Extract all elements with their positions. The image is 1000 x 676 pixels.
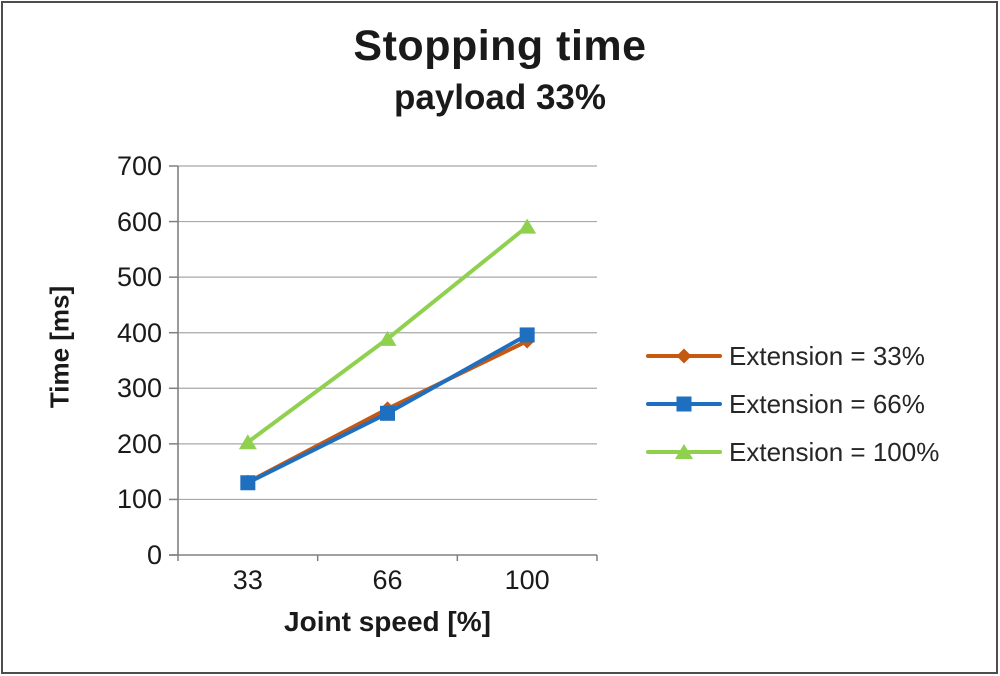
x-axis-tick-label: 100 [504, 565, 550, 595]
y-axis-tick-label: 300 [116, 373, 162, 404]
y-axis-tick-label: 600 [116, 206, 162, 237]
series-marker-2 [518, 218, 537, 234]
chart-title-block: Stopping time payload 33% [0, 22, 1000, 119]
y-axis-tick-label: 100 [116, 484, 162, 515]
chart-title: Stopping time [353, 22, 647, 70]
x-axis-tick-label: 33 [232, 565, 263, 595]
chart-subtitle: payload 33% [393, 78, 607, 118]
y-axis-tick-label: 0 [146, 540, 162, 570]
y-axis-tick-label: 500 [116, 262, 162, 293]
x-axis-tick-label: 66 [372, 565, 403, 595]
series-marker-1 [519, 327, 535, 343]
legend-item-2: Extension = 100% [646, 428, 939, 476]
legend-diamond-icon [646, 348, 722, 364]
legend-item-1: Extension = 66% [646, 380, 939, 428]
y-axis-title: Time [ms] [44, 285, 75, 409]
legend-triangle-icon [646, 444, 722, 459]
legend-label: Extension = 100% [729, 436, 940, 467]
series-marker-2 [238, 434, 257, 450]
legend-item-0: Extension = 33% [646, 332, 939, 380]
series-marker-1 [380, 405, 395, 421]
legend: Extension = 33% Extension = 66% Extension … [646, 332, 939, 476]
y-axis-tick-label: 700 [116, 151, 162, 181]
legend-marker [676, 396, 692, 412]
x-axis-title: Joint speed [%] [284, 606, 491, 637]
series-marker-1 [240, 475, 256, 491]
y-axis-tick-label: 200 [116, 428, 162, 459]
legend-marker [676, 348, 692, 364]
legend-square-icon [646, 396, 722, 412]
series-marker-2 [378, 330, 397, 346]
legend-marker [675, 444, 693, 459]
legend-label: Extension = 33% [729, 340, 925, 371]
legend-label: Extension = 66% [729, 388, 925, 419]
y-axis-tick-label: 400 [116, 317, 162, 348]
